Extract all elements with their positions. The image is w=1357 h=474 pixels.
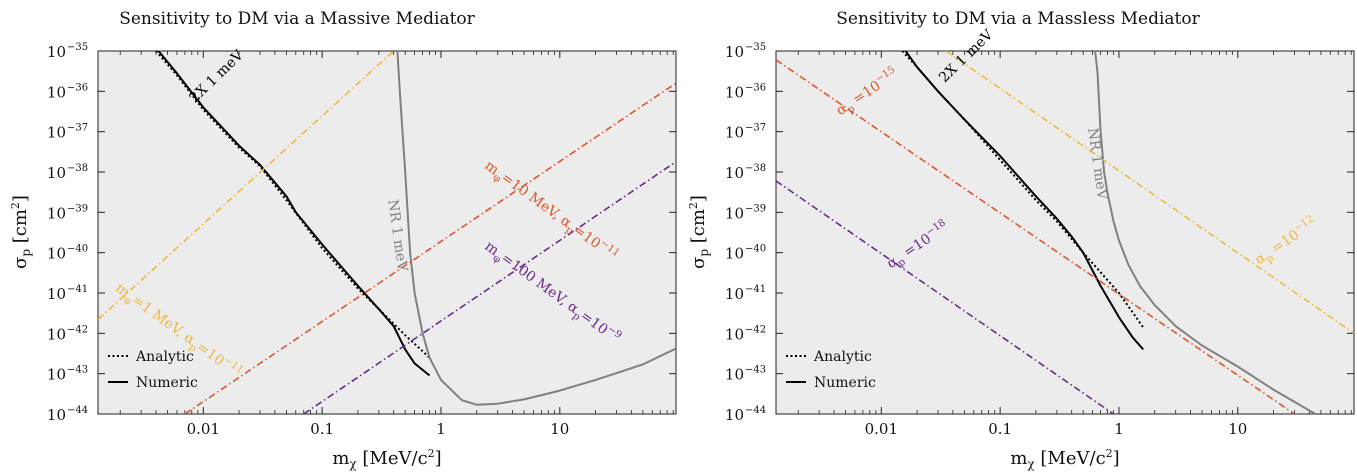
left-ticks: 0.01 0.1 1 1010−3510−3610−3710−3810−3910−40…: [47, 42, 676, 438]
right-y-tick-exponent: −43: [745, 365, 766, 376]
right-chart-title: Sensitivity to DM via a Massless Mediato…: [836, 9, 1200, 29]
left-x-tick-label: 0.1: [310, 420, 334, 438]
left-y-tick-label: 10: [47, 43, 66, 61]
right-y-tick-label: 10: [725, 366, 744, 384]
left-y-tick-label: 10: [47, 366, 66, 384]
left-y-tick-label: 10: [47, 83, 66, 101]
left-y-axis-label: σp [cm2]: [9, 195, 33, 269]
left-x-tick-label: 0.01: [187, 420, 220, 438]
right-y-tick-exponent: −37: [745, 123, 766, 134]
left-y-tick-exponent: −38: [67, 163, 88, 174]
right-y-tick-label: 10: [725, 406, 744, 424]
left-y-tick-exponent: −44: [67, 405, 88, 416]
right-y-tick-exponent: −39: [745, 203, 766, 214]
left-legend: Analytic Numeric: [108, 349, 198, 391]
left-y-tick-label: 10: [47, 164, 66, 182]
left-y-tick-exponent: −36: [67, 82, 88, 93]
left-y-tick-exponent: −39: [67, 203, 88, 214]
left-y-tick-exponent: −40: [67, 244, 88, 255]
left-chart-panel: Sensitivity to DM via a Massive Mediator…: [9, 9, 677, 471]
left-x-tick-label: 10: [550, 420, 569, 438]
left-y-tick-label: 10: [47, 204, 66, 222]
right-y-tick-label: 10: [725, 285, 744, 303]
left-legend-label: Numeric: [136, 375, 198, 391]
left-series-line: [157, 51, 431, 377]
right-y-tick-exponent: −35: [745, 42, 766, 53]
right-y-tick-label: 10: [725, 325, 744, 343]
left-plot-area: [97, 50, 677, 415]
left-series-line: [155, 51, 431, 359]
right-x-axis-label: mχ [MeV/c2]: [1010, 447, 1119, 471]
right-series: [776, 51, 1354, 414]
left-y-tick-exponent: −37: [67, 123, 88, 134]
left-y-tick-label: 10: [47, 325, 66, 343]
right-x-tick-label: 0.1: [988, 420, 1012, 438]
left-series-line: [98, 51, 395, 321]
right-y-tick-exponent: −44: [745, 405, 766, 416]
right-x-tick-label: 10: [1228, 420, 1247, 438]
right-y-tick-label: 10: [725, 83, 744, 101]
right-series-line: [776, 180, 1114, 414]
right-series-line: [776, 59, 1295, 414]
right-chart-panel: Sensitivity to DM via a Massless Mediato…: [687, 9, 1355, 471]
left-series-line: [396, 51, 676, 406]
right-y-tick-label: 10: [725, 245, 744, 263]
right-legend: Analytic Numeric: [786, 349, 876, 391]
right-y-tick-exponent: −36: [745, 82, 766, 93]
left-chart-title: Sensitivity to DM via a Massive Mediator: [119, 9, 475, 29]
right-y-tick-exponent: −40: [745, 244, 766, 255]
left-series-line: [184, 82, 676, 414]
right-y-tick-label: 10: [725, 164, 744, 182]
left-x-axis-label: mχ [MeV/c2]: [332, 447, 441, 471]
left-y-tick-exponent: −43: [67, 365, 88, 376]
right-ticks: 0.01 0.1 1 1010−3510−3610−3710−3810−3910−40…: [725, 42, 1354, 438]
right-legend-label: Numeric: [814, 375, 876, 391]
left-y-tick-label: 10: [47, 406, 66, 424]
left-y-tick-label: 10: [47, 285, 66, 303]
left-legend-label: Analytic: [135, 349, 194, 365]
right-y-tick-label: 10: [725, 124, 744, 142]
right-x-tick-label: 1: [1114, 420, 1124, 438]
left-series-line: [303, 161, 676, 414]
right-y-tick-label: 10: [725, 204, 744, 222]
left-y-tick-label: 10: [47, 124, 66, 142]
right-series-line: [945, 51, 1354, 334]
left-y-tick-exponent: −35: [67, 42, 88, 53]
right-y-tick-label: 10: [725, 43, 744, 61]
right-legend-label: Analytic: [813, 349, 872, 365]
right-series-line: [1094, 51, 1316, 414]
right-y-tick-exponent: −38: [745, 163, 766, 174]
right-x-tick-label: 0.01: [865, 420, 898, 438]
left-y-tick-label: 10: [47, 245, 66, 263]
right-y-tick-exponent: −42: [745, 324, 766, 335]
left-y-tick-exponent: −42: [67, 324, 88, 335]
right-y-tick-exponent: −41: [745, 284, 766, 295]
left-x-tick-label: 1: [436, 420, 446, 438]
left-y-tick-exponent: −41: [67, 284, 88, 295]
right-series-line: [904, 51, 1144, 351]
left-series: [98, 51, 676, 414]
right-y-axis-label: σp [cm2]: [687, 195, 711, 269]
